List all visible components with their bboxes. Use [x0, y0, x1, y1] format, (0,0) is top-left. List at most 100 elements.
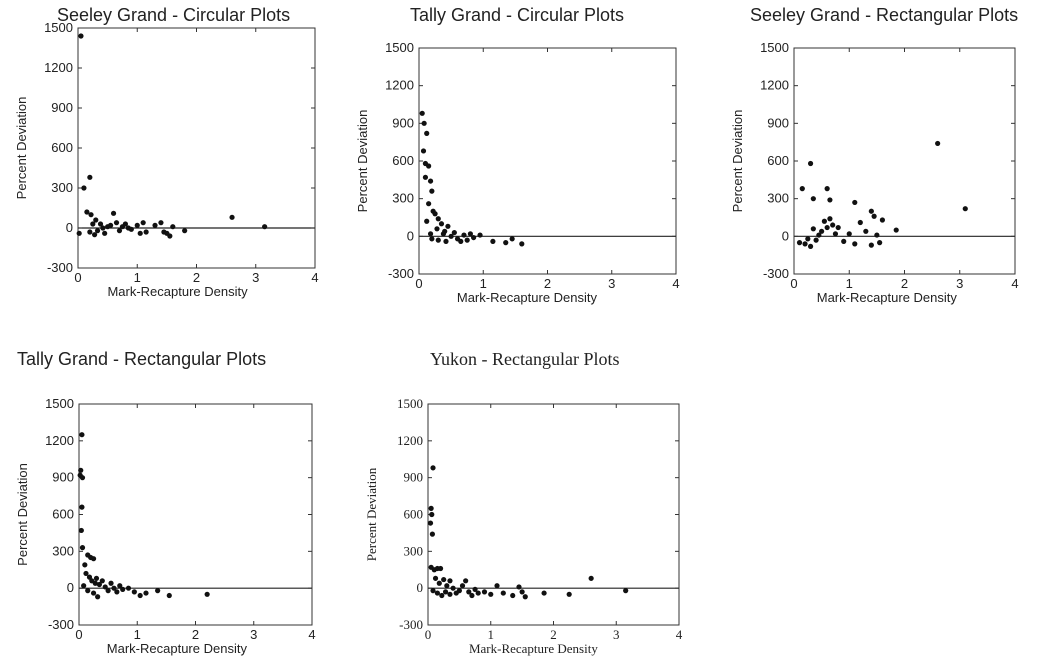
- y-tick-label: 1200: [385, 78, 414, 93]
- y-tick-label: 1500: [44, 20, 73, 35]
- data-point: [444, 583, 450, 589]
- x-tick-label: 2: [901, 276, 908, 291]
- data-point: [623, 588, 629, 594]
- x-tick-label: 1: [134, 627, 141, 642]
- data-point: [438, 221, 445, 227]
- data-point: [81, 185, 87, 191]
- data-point: [424, 218, 430, 224]
- data-point: [494, 583, 500, 589]
- data-point: [830, 222, 836, 228]
- y-tick-label: 600: [767, 153, 789, 168]
- data-point: [469, 592, 475, 599]
- data-point: [827, 197, 833, 203]
- data-point: [467, 231, 473, 237]
- data-point: [134, 222, 140, 228]
- x-tick-label: 3: [252, 270, 259, 285]
- data-point: [445, 223, 451, 229]
- data-point: [93, 575, 100, 581]
- data-point: [447, 578, 453, 584]
- data-point: [835, 224, 841, 231]
- x-tick-label: 0: [425, 627, 432, 642]
- data-point: [90, 590, 97, 596]
- data-point: [84, 209, 90, 215]
- data-point: [461, 232, 467, 238]
- data-point: [96, 581, 102, 588]
- data-point: [116, 228, 123, 234]
- x-tick-label: 4: [1011, 276, 1018, 291]
- y-tick-label: 1500: [45, 396, 74, 411]
- data-point: [429, 511, 435, 518]
- data-point: [516, 584, 522, 590]
- y-tick-label: 300: [767, 191, 789, 206]
- y-tick-label: -300: [399, 617, 423, 632]
- data-point: [262, 224, 268, 230]
- data-point: [463, 578, 469, 584]
- data-point: [824, 224, 830, 231]
- data-point: [435, 216, 441, 222]
- data-point: [877, 240, 883, 246]
- y-tick-label: 600: [52, 507, 74, 522]
- y-tick-label: 1200: [45, 433, 74, 448]
- data-point: [824, 186, 830, 192]
- data-point: [868, 208, 874, 214]
- data-point: [440, 231, 447, 237]
- data-point: [170, 224, 176, 230]
- x-tick-label: 0: [75, 627, 82, 642]
- y-axis-label: Percent Deviation: [355, 110, 370, 213]
- data-point: [447, 591, 453, 597]
- data-point: [429, 236, 435, 242]
- x-tick-label: 4: [308, 627, 315, 642]
- data-point: [88, 212, 94, 218]
- data-point: [102, 230, 108, 236]
- data-point: [852, 241, 858, 247]
- data-point: [488, 591, 494, 597]
- y-tick-label: 600: [404, 507, 424, 522]
- data-point: [95, 594, 101, 600]
- y-tick-label: 0: [417, 580, 424, 595]
- data-point: [420, 148, 427, 154]
- data-point: [140, 220, 146, 226]
- data-point: [443, 238, 449, 244]
- data-point: [432, 575, 439, 581]
- x-tick-label: 2: [192, 627, 199, 642]
- data-point: [79, 545, 86, 551]
- x-tick-label: 0: [790, 276, 797, 291]
- data-point: [93, 217, 99, 223]
- x-tick-label: 3: [613, 627, 620, 642]
- data-point: [92, 580, 98, 586]
- data-point: [863, 228, 869, 234]
- data-point: [807, 160, 814, 167]
- x-axis-label: Mark-Recapture Density: [107, 641, 248, 656]
- data-point: [448, 233, 454, 239]
- data-point: [91, 232, 98, 238]
- data-point: [846, 231, 852, 237]
- chart-title: Tally Grand - Circular Plots: [410, 5, 625, 25]
- data-point: [427, 178, 434, 184]
- data-point: [868, 242, 874, 248]
- data-point: [832, 231, 839, 237]
- data-point: [541, 590, 547, 596]
- data-point: [158, 220, 164, 226]
- y-tick-label: 0: [66, 220, 73, 235]
- x-tick-label: 1: [134, 270, 141, 285]
- data-point: [436, 580, 442, 586]
- y-tick-label: 300: [392, 191, 414, 206]
- data-point: [128, 226, 134, 232]
- x-tick-label: 4: [311, 270, 318, 285]
- data-point: [810, 196, 816, 202]
- data-point: [204, 591, 210, 597]
- y-tick-label: 900: [392, 115, 414, 130]
- plot-frame: [77, 27, 316, 269]
- data-point: [100, 225, 106, 231]
- y-tick-label: 1500: [760, 40, 789, 55]
- y-tick-label: 900: [767, 115, 789, 130]
- data-point: [935, 140, 941, 147]
- y-tick-label: 0: [407, 228, 414, 243]
- chart-panel: Tally Grand - Circular Plots -300 0 300 600…: [340, 0, 690, 315]
- data-point: [481, 589, 488, 595]
- x-tick-label: 0: [74, 270, 81, 285]
- x-axis-label: Mark-Recapture Density: [457, 290, 598, 305]
- x-tick-label: 3: [250, 627, 257, 642]
- data-point: [111, 585, 117, 591]
